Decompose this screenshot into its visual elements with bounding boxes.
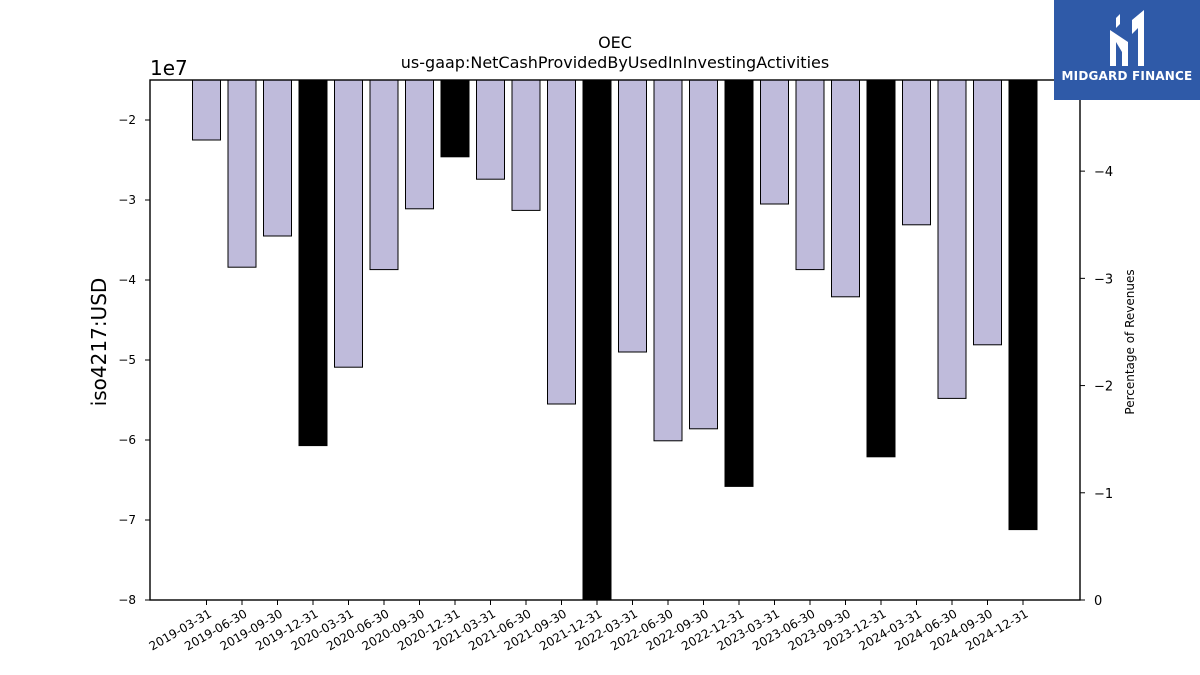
chart-title: OEC	[598, 33, 632, 52]
y-tick-label: −2	[118, 113, 136, 127]
bar-2022-12-31	[724, 79, 754, 487]
y2-axis-label: Percentage of Revenues	[1123, 269, 1137, 414]
bar-2020-03-31	[334, 79, 363, 368]
y2-tick-label: −1	[1094, 487, 1113, 502]
bar-2022-03-31	[618, 79, 647, 353]
bar-2019-03-31	[192, 79, 221, 141]
bars-group	[192, 79, 1038, 601]
y2-tick-label: 0	[1094, 594, 1102, 609]
bar-2020-09-30	[405, 79, 434, 210]
bar-2022-06-30	[653, 79, 683, 442]
y-axis-label: iso4217:USD	[87, 278, 111, 407]
bar-2024-09-30	[973, 79, 1002, 346]
brand-name: MIDGARD FINANCE	[1061, 69, 1193, 83]
bar-2023-03-31	[760, 79, 789, 205]
bar-2023-09-30	[831, 79, 860, 298]
y-multiplier-label: 1e7	[150, 56, 188, 80]
chart-subtitle: us-gaap:NetCashProvidedByUsedInInvesting…	[401, 53, 829, 72]
y-tick-label: −6	[118, 433, 136, 447]
plot-frame	[149, 79, 1081, 601]
bar-2019-09-30	[263, 79, 292, 237]
y-tick-label: −7	[118, 513, 136, 527]
y-tick-label: −5	[118, 353, 136, 367]
bar-2020-06-30	[369, 79, 399, 271]
bar-2021-06-30	[511, 79, 541, 211]
midgard-m-logo-icon	[1110, 10, 1144, 66]
bar-2024-06-30	[937, 79, 967, 399]
y-tick-label: −8	[118, 593, 136, 607]
y-tick-label: −4	[118, 273, 136, 287]
bar-2019-12-31	[298, 79, 328, 447]
bar-2019-06-30	[227, 79, 257, 268]
y2-tick-label: −2	[1094, 380, 1113, 395]
y2-tick-label: −3	[1094, 272, 1113, 287]
bar-2022-09-30	[689, 79, 718, 430]
bar-2023-06-30	[795, 79, 825, 271]
bar-2021-12-31	[582, 79, 612, 601]
bar-2021-03-31	[476, 79, 505, 180]
bar-2021-09-30	[547, 79, 576, 405]
bar-2020-12-31	[440, 79, 470, 158]
bar-2024-12-31	[1008, 79, 1038, 531]
bar-2023-12-31	[866, 79, 896, 458]
bar-2024-03-31	[902, 79, 931, 226]
y-tick-label: −3	[118, 193, 136, 207]
brand-logo: MIDGARD FINANCE	[1054, 0, 1200, 100]
y2-tick-label: −4	[1094, 165, 1113, 180]
